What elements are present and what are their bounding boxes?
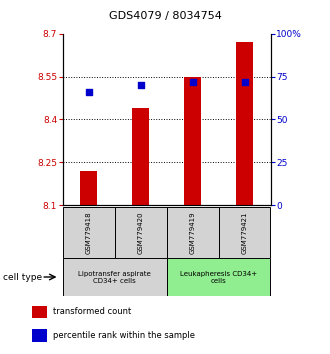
- Text: percentile rank within the sample: percentile rank within the sample: [52, 331, 195, 341]
- Text: Leukapheresis CD34+
cells: Leukapheresis CD34+ cells: [180, 270, 257, 284]
- FancyBboxPatch shape: [219, 207, 271, 258]
- Bar: [32, 306, 47, 318]
- Text: GSM779420: GSM779420: [138, 211, 144, 254]
- Text: GSM779419: GSM779419: [190, 211, 196, 254]
- FancyBboxPatch shape: [63, 207, 115, 258]
- Point: [242, 79, 247, 85]
- Text: GSM779421: GSM779421: [242, 211, 248, 254]
- FancyBboxPatch shape: [115, 207, 167, 258]
- Bar: [184, 76, 201, 205]
- Text: GSM779418: GSM779418: [86, 211, 92, 254]
- Point: [86, 89, 91, 95]
- Point: [190, 79, 195, 85]
- Bar: [81, 171, 97, 205]
- Bar: [236, 42, 253, 205]
- Bar: [132, 108, 149, 205]
- FancyBboxPatch shape: [167, 207, 218, 258]
- Text: cell type: cell type: [3, 273, 43, 281]
- FancyBboxPatch shape: [167, 258, 271, 296]
- FancyBboxPatch shape: [63, 258, 167, 296]
- Text: Lipotransfer aspirate
CD34+ cells: Lipotransfer aspirate CD34+ cells: [78, 270, 151, 284]
- Point: [138, 82, 143, 88]
- Bar: [32, 330, 47, 342]
- Text: GDS4079 / 8034754: GDS4079 / 8034754: [109, 11, 221, 21]
- Text: transformed count: transformed count: [52, 307, 131, 316]
